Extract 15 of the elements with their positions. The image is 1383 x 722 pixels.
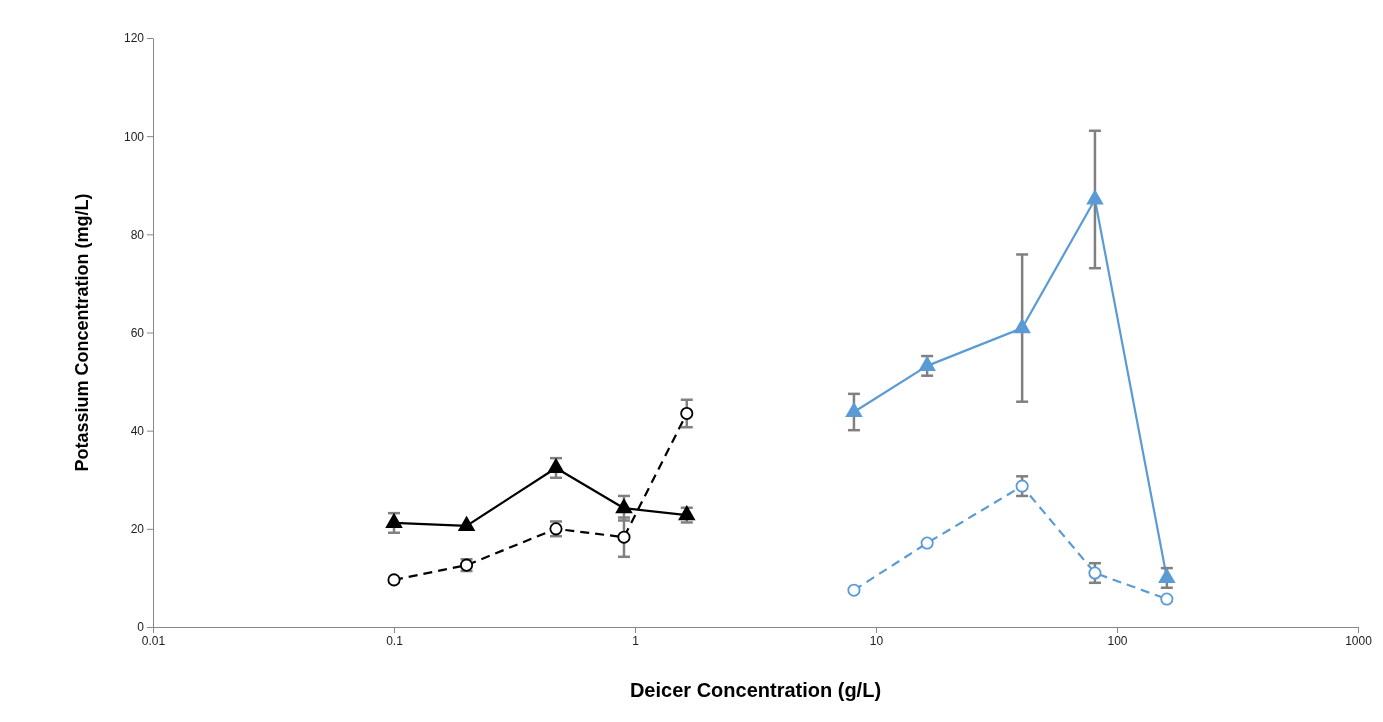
x-tick-label: 1 (632, 633, 640, 648)
y-tick-label: 20 (130, 522, 145, 537)
x-tick-label: 1000 (1345, 633, 1373, 648)
y-tick-label: 80 (130, 227, 145, 242)
y-tick-label: 100 (123, 129, 145, 144)
x-tick-label: 100 (1107, 633, 1128, 648)
x-tick-label: 0.01 (141, 633, 166, 648)
y-tick-label: 120 (123, 31, 145, 46)
y-tick-label: 60 (130, 325, 145, 340)
x-tick-label: 0.1 (386, 633, 404, 648)
x-tick-label: 10 (869, 633, 884, 648)
y-tick-label: 0 (137, 620, 145, 635)
y-axis-title: Potassium Concentration (mg/L) (72, 193, 92, 472)
x-axis-title: Deicer Concentration (g/L) (629, 679, 882, 701)
y-tick-label: 40 (130, 424, 145, 439)
